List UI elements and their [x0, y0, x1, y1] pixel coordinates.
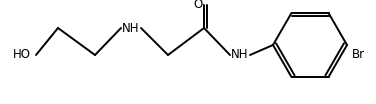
Text: HO: HO	[13, 48, 31, 61]
Text: NH: NH	[122, 22, 140, 35]
Text: Br: Br	[352, 48, 365, 61]
Text: O: O	[193, 0, 203, 12]
Text: NH: NH	[231, 48, 249, 61]
